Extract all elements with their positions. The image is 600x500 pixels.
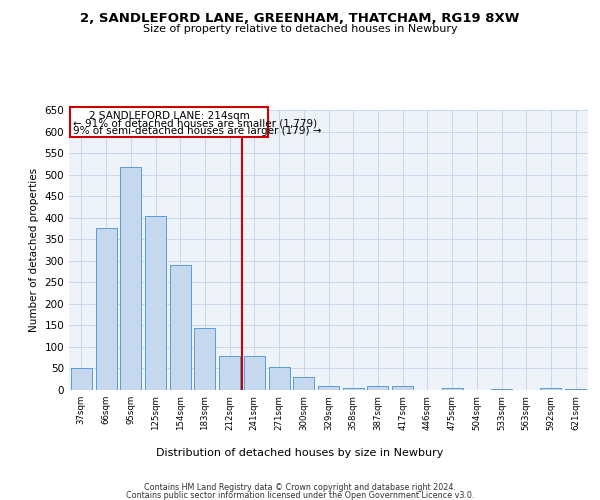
Bar: [491, 388, 512, 390]
Bar: [318, 386, 339, 390]
Bar: [541, 388, 562, 390]
Bar: [95, 228, 116, 390]
Bar: [392, 386, 413, 390]
Bar: [244, 356, 265, 390]
Text: Contains HM Land Registry data © Crown copyright and database right 2024.: Contains HM Land Registry data © Crown c…: [144, 483, 456, 492]
Text: ← 91% of detached houses are smaller (1,779): ← 91% of detached houses are smaller (1,…: [73, 118, 317, 128]
Text: Size of property relative to detached houses in Newbury: Size of property relative to detached ho…: [143, 24, 457, 34]
Text: Contains public sector information licensed under the Open Government Licence v3: Contains public sector information licen…: [126, 492, 474, 500]
Text: 9% of semi-detached houses are larger (179) →: 9% of semi-detached houses are larger (1…: [73, 126, 321, 136]
Bar: [145, 216, 166, 390]
Bar: [269, 367, 290, 390]
Bar: [194, 328, 215, 390]
Bar: [367, 386, 388, 390]
Text: 2 SANDLEFORD LANE: 214sqm: 2 SANDLEFORD LANE: 214sqm: [89, 111, 250, 121]
Bar: [442, 388, 463, 390]
Text: Distribution of detached houses by size in Newbury: Distribution of detached houses by size …: [157, 448, 443, 458]
Text: 2, SANDLEFORD LANE, GREENHAM, THATCHAM, RG19 8XW: 2, SANDLEFORD LANE, GREENHAM, THATCHAM, …: [80, 12, 520, 26]
Bar: [343, 388, 364, 390]
Bar: [565, 389, 586, 390]
Bar: [293, 377, 314, 390]
Bar: [120, 168, 141, 390]
FancyBboxPatch shape: [70, 108, 268, 136]
Bar: [71, 368, 92, 390]
Bar: [219, 356, 240, 390]
Bar: [170, 265, 191, 390]
Y-axis label: Number of detached properties: Number of detached properties: [29, 168, 39, 332]
